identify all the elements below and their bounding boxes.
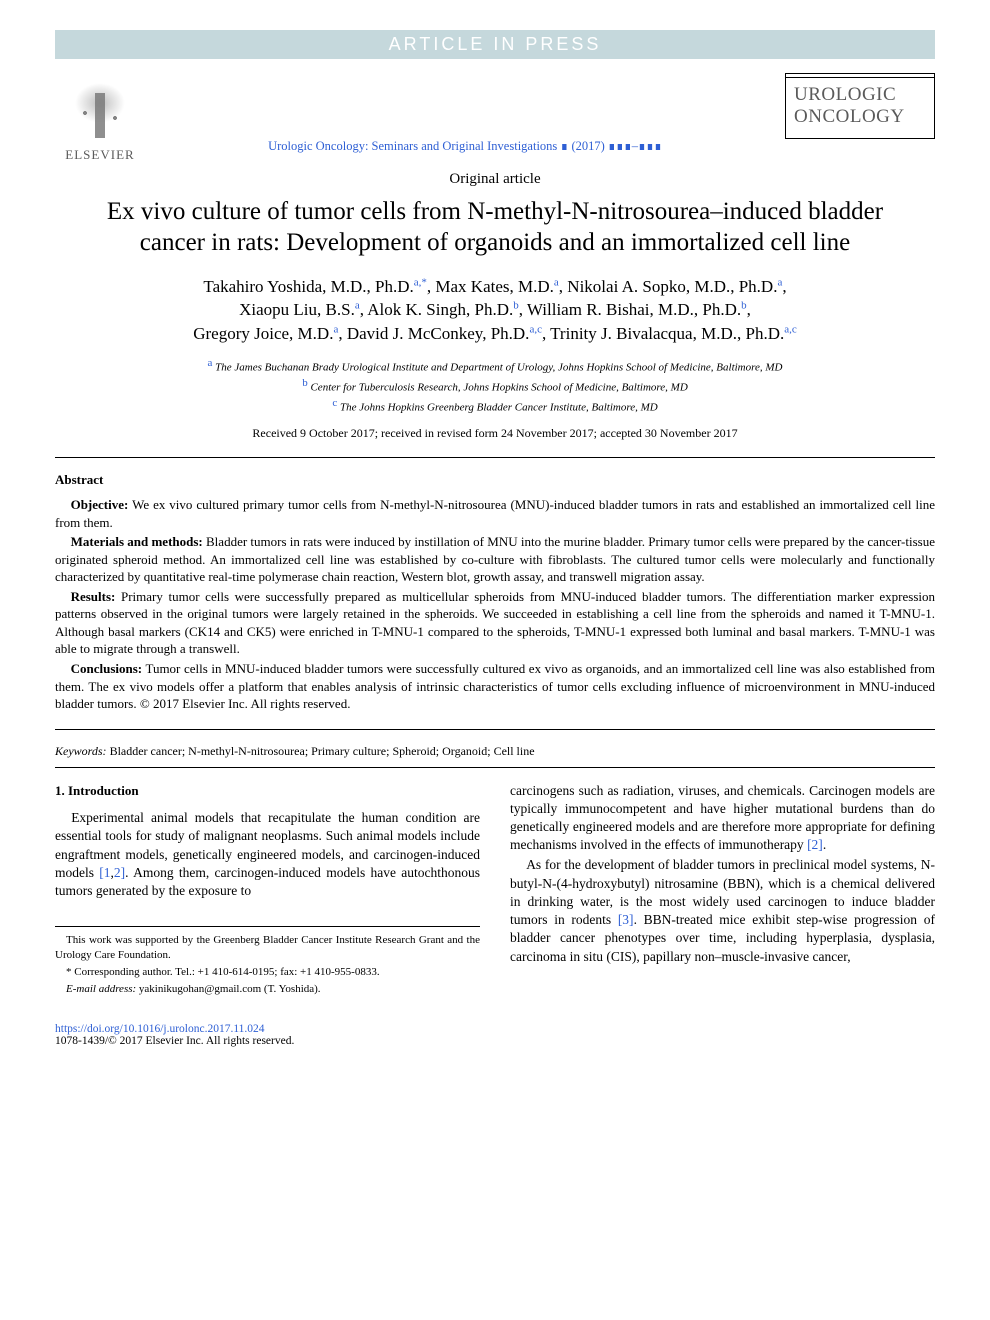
abs-objective-text: We ex vivo cultured primary tumor cells … bbox=[55, 497, 935, 530]
author-list: Takahiro Yoshida, M.D., Ph.D.a,*, Max Ka… bbox=[75, 275, 915, 346]
affiliation-a: The James Buchanan Brady Urological Inst… bbox=[215, 362, 782, 374]
header-row: ELSEVIER Urologic Oncology: Seminars and… bbox=[55, 73, 935, 163]
abs-conclusions-text: Tumor cells in MNU-induced bladder tumor… bbox=[55, 661, 935, 711]
affil-c-marker: c bbox=[332, 397, 340, 409]
article-in-press-banner: ARTICLE IN PRESS bbox=[55, 30, 935, 59]
author-2: , Max Kates, M.D. bbox=[427, 277, 554, 296]
divider bbox=[55, 457, 935, 458]
author-9-affil: a,c bbox=[784, 323, 797, 335]
body-columns: 1. Introduction Experimental animal mode… bbox=[55, 782, 935, 999]
author-7: Gregory Joice, M.D. bbox=[193, 324, 333, 343]
footnote-email: yakinikugohan@gmail.com (T. Yoshida). bbox=[136, 983, 320, 995]
abs-results-label: Results: bbox=[71, 589, 116, 604]
footnotes: This work was supported by the Greenberg… bbox=[55, 926, 480, 996]
footnote-corresponding: Corresponding author. Tel.: +1 410-614-0… bbox=[74, 966, 379, 978]
journal-reference-link[interactable]: Urologic Oncology: Seminars and Original… bbox=[268, 139, 662, 153]
author-6: , William R. Bishai, M.D., Ph.D. bbox=[519, 300, 741, 319]
author-3: , Nikolai A. Sopko, M.D., Ph.D. bbox=[559, 277, 778, 296]
keywords-text: Bladder cancer; N-methyl-N-nitrosourea; … bbox=[107, 744, 535, 758]
journal-logo-line1: UROLOGIC bbox=[794, 84, 896, 105]
column-left: 1. Introduction Experimental animal mode… bbox=[55, 782, 480, 999]
journal-logo-box: UROLOGIC ONCOLOGY bbox=[785, 73, 935, 139]
ref-link-1[interactable]: [1 bbox=[99, 865, 110, 880]
keywords-label: Keywords: bbox=[55, 744, 107, 758]
abs-conclusions-label: Conclusions: bbox=[71, 661, 143, 676]
ref-link-2[interactable]: 2] bbox=[114, 865, 125, 880]
affiliation-c: The Johns Hopkins Greenberg Bladder Canc… bbox=[340, 402, 658, 414]
column-right: carcinogens such as radiation, viruses, … bbox=[510, 782, 935, 999]
author-4: Xiaopu Liu, B.S. bbox=[239, 300, 355, 319]
doi-link[interactable]: https://doi.org/10.1016/j.urolonc.2017.1… bbox=[55, 1023, 935, 1035]
footnote-email-label: E-mail address: bbox=[66, 983, 136, 995]
publisher-name: ELSEVIER bbox=[55, 147, 145, 163]
author-8: , David J. McConkey, Ph.D. bbox=[338, 324, 529, 343]
keywords-line: Keywords: Bladder cancer; N-methyl-N-nit… bbox=[55, 744, 935, 759]
abs-objective-label: Objective: bbox=[71, 497, 129, 512]
journal-reference-line: Urologic Oncology: Seminars and Original… bbox=[145, 138, 785, 163]
elsevier-tree-icon bbox=[65, 73, 135, 143]
journal-logo-line2: ONCOLOGY bbox=[794, 106, 905, 127]
author-8-affil: a,c bbox=[529, 323, 542, 335]
abs-methods-label: Materials and methods: bbox=[71, 534, 203, 549]
copyright-line: 1078-1439/© 2017 Elsevier Inc. All right… bbox=[55, 1035, 935, 1047]
ref-link-3[interactable]: [3] bbox=[618, 912, 634, 927]
ref-link-2b[interactable]: [2] bbox=[807, 837, 823, 852]
affiliations: a The James Buchanan Brady Urological In… bbox=[55, 356, 935, 416]
affil-a-marker: a bbox=[208, 357, 216, 369]
article-title: Ex vivo culture of tumor cells from N-me… bbox=[95, 196, 895, 259]
author-5: , Alok K. Singh, Ph.D. bbox=[360, 300, 514, 319]
col2-p1a: carcinogens such as radiation, viruses, … bbox=[510, 783, 935, 853]
article-type: Original article bbox=[55, 171, 935, 188]
col2-p1b: . bbox=[823, 837, 826, 852]
abstract-body: Objective: We ex vivo cultured primary t… bbox=[55, 496, 935, 713]
introduction-heading: 1. Introduction bbox=[55, 782, 480, 800]
publisher-logo-block: ELSEVIER bbox=[55, 73, 145, 163]
author-9: , Trinity J. Bivalacqua, M.D., Ph.D. bbox=[542, 324, 784, 343]
abs-results-text: Primary tumor cells were successfully pr… bbox=[55, 589, 935, 657]
footnote-funding: This work was supported by the Greenberg… bbox=[55, 933, 480, 963]
abstract-heading: Abstract bbox=[55, 472, 935, 488]
affiliation-b: Center for Tuberculosis Research, Johns … bbox=[310, 382, 687, 394]
divider bbox=[55, 767, 935, 768]
author-1: Takahiro Yoshida, M.D., Ph.D. bbox=[203, 277, 413, 296]
footnote-corr-star: * bbox=[66, 966, 74, 978]
article-dates: Received 9 October 2017; received in rev… bbox=[55, 426, 935, 441]
divider bbox=[55, 729, 935, 730]
